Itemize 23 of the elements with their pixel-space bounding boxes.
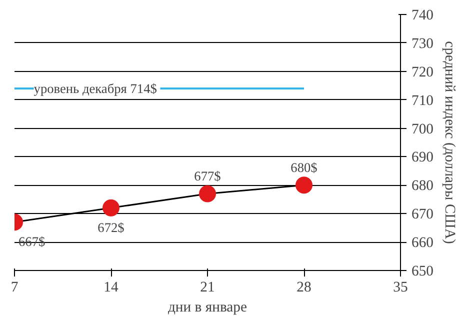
x-tick-label: 21 xyxy=(200,280,215,296)
y-axis-title: средний индекс (доллары США) xyxy=(441,41,458,244)
y-tick-label: 690 xyxy=(412,150,434,166)
y-tick-label: 740 xyxy=(412,8,434,24)
x-tick-label: 14 xyxy=(104,280,119,296)
y-tick-label: 710 xyxy=(412,92,434,109)
y-tick-label: 650 xyxy=(412,264,434,280)
data-label: 672$ xyxy=(98,220,125,235)
x-tick-label: 7 xyxy=(10,280,18,296)
y-tick-label: 660 xyxy=(412,235,434,252)
data-label: 677$ xyxy=(194,168,222,184)
x-tick-label: 28 xyxy=(296,280,312,296)
x-tick-label: 35 xyxy=(393,280,408,296)
x-axis-title: дни в январе xyxy=(168,300,248,316)
data-label: 680$ xyxy=(290,160,318,176)
y-tick-label: 670 xyxy=(412,206,434,223)
point xyxy=(199,185,216,202)
y-tick-label: 730 xyxy=(412,36,434,52)
y-tick-label: 720 xyxy=(412,64,434,80)
point xyxy=(296,176,312,194)
y-tick-label: 680 xyxy=(412,178,434,194)
ref-line-label: уровень декабря 714$ xyxy=(34,80,158,96)
y-tick-label: 700 xyxy=(412,121,434,138)
